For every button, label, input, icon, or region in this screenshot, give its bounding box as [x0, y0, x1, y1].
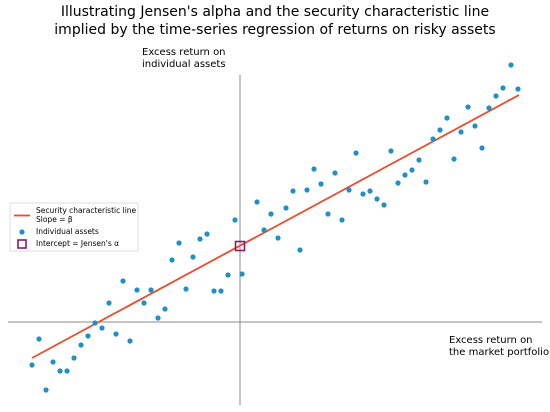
asset-point — [430, 136, 436, 142]
asset-point — [381, 202, 387, 208]
asset-point — [290, 188, 296, 194]
asset-point — [113, 331, 119, 337]
asset-point — [388, 148, 394, 154]
asset-point — [515, 86, 521, 92]
asset-point — [71, 355, 77, 361]
legend-label: Individual assets — [36, 227, 99, 236]
asset-point — [50, 359, 56, 365]
asset-point — [106, 300, 112, 306]
asset-point — [493, 93, 499, 99]
y-axis-label: individual assets — [142, 59, 226, 70]
asset-point — [304, 187, 310, 193]
asset-point — [176, 240, 182, 246]
asset-point — [374, 196, 380, 202]
asset-point — [64, 368, 70, 374]
y-axis-label: Excess return on — [142, 47, 226, 58]
asset-point — [204, 231, 210, 237]
asset-point — [162, 306, 168, 312]
asset-point — [268, 211, 274, 217]
asset-point — [190, 254, 196, 260]
asset-point — [479, 145, 485, 151]
asset-point — [254, 199, 260, 205]
asset-point — [85, 333, 91, 339]
legend-label: Security characteristic line — [36, 206, 137, 215]
asset-point — [275, 235, 281, 241]
asset-point — [311, 166, 317, 172]
asset-point — [141, 300, 147, 306]
legend-label: Intercept = Jensen's α — [36, 239, 119, 248]
asset-point — [318, 181, 324, 187]
regression-line — [31, 94, 520, 359]
chart-title: implied by the time-series regression of… — [54, 22, 495, 38]
asset-point — [239, 271, 245, 277]
intercept-marker — [234, 240, 246, 252]
x-axis-label: the market portfolio — [449, 347, 549, 358]
asset-point — [346, 187, 352, 193]
legend-label: Slope = β — [36, 215, 73, 224]
asset-point — [297, 247, 303, 253]
asset-point — [444, 115, 450, 121]
legend-swatch — [17, 239, 27, 249]
asset-point — [458, 129, 464, 135]
asset-point — [169, 257, 175, 263]
asset-point — [402, 172, 408, 178]
asset-point — [332, 170, 338, 176]
asset-point — [472, 123, 478, 129]
asset-point — [29, 362, 35, 368]
asset-point — [99, 325, 105, 331]
asset-point — [451, 156, 457, 162]
asset-point — [211, 288, 217, 294]
asset-point — [225, 272, 231, 278]
asset-point — [148, 287, 154, 293]
asset-point — [409, 167, 415, 173]
asset-point — [500, 85, 506, 91]
asset-point — [120, 278, 126, 284]
asset-point — [183, 286, 189, 292]
asset-point — [423, 179, 429, 185]
asset-point — [57, 368, 63, 374]
asset-point — [486, 105, 492, 111]
asset-point — [508, 62, 514, 68]
asset-point — [416, 157, 422, 163]
asset-point — [261, 227, 267, 233]
asset-point — [197, 236, 203, 242]
legend-swatch — [19, 229, 25, 235]
asset-point — [134, 287, 140, 293]
asset-point — [283, 205, 289, 211]
asset-point — [353, 150, 359, 156]
asset-point — [360, 191, 366, 197]
asset-point — [218, 288, 224, 294]
asset-point — [155, 315, 161, 321]
x-axis-label: Excess return on — [449, 335, 533, 346]
asset-point — [395, 180, 401, 186]
asset-point — [92, 320, 98, 326]
asset-point — [325, 211, 331, 217]
asset-point — [437, 127, 443, 133]
asset-point — [232, 217, 238, 223]
chart-title: Illustrating Jensen's alpha and the secu… — [61, 4, 489, 20]
asset-point — [367, 188, 373, 194]
asset-point — [127, 338, 133, 344]
asset-point — [43, 387, 49, 393]
asset-point — [36, 336, 42, 342]
asset-point — [78, 342, 84, 348]
legend-box — [9, 202, 139, 252]
asset-point — [465, 104, 471, 110]
asset-point — [339, 217, 345, 223]
